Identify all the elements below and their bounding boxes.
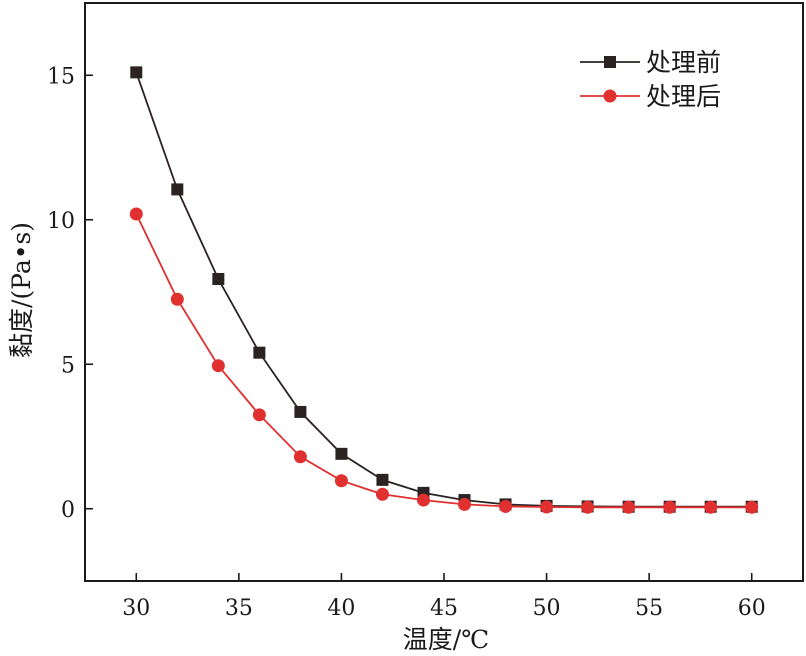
legend-marker — [603, 89, 617, 103]
data-point — [540, 500, 554, 514]
data-point — [129, 207, 143, 221]
data-point — [335, 447, 348, 460]
series-line — [135, 213, 752, 509]
data-point — [171, 183, 184, 196]
data-point — [663, 500, 677, 514]
x-tick-label: 50 — [533, 596, 561, 621]
data-point — [376, 473, 389, 486]
x-tick-label: 55 — [635, 596, 663, 621]
series-line — [135, 72, 752, 508]
data-point — [704, 500, 718, 514]
data-point — [293, 450, 307, 464]
data-point — [294, 405, 307, 418]
legend-label: 处理后 — [646, 82, 721, 111]
data-point — [499, 499, 513, 513]
x-tick-label: 60 — [738, 596, 766, 621]
legend-entry: 处理前 — [580, 48, 721, 77]
data-point — [252, 408, 266, 422]
data-point — [334, 474, 348, 488]
data-point — [416, 493, 430, 507]
data-point — [581, 500, 595, 514]
data-point — [212, 272, 225, 285]
x-axis-title: 温度/℃ — [403, 625, 489, 654]
data-point — [170, 292, 184, 306]
x-tick-label: 45 — [430, 596, 458, 621]
x-tick-label: 35 — [225, 596, 253, 621]
y-tick-label: 10 — [47, 209, 75, 234]
x-tick-label: 30 — [122, 596, 150, 621]
legend-label: 处理前 — [646, 48, 721, 77]
series-layer — [129, 66, 759, 514]
data-point — [375, 487, 389, 501]
legend-marker — [604, 56, 616, 68]
legend-entry: 处理后 — [580, 82, 721, 111]
x-tick-label: 40 — [327, 596, 355, 621]
y-tick-label: 5 — [61, 353, 75, 378]
data-point — [622, 500, 636, 514]
data-point — [745, 500, 759, 514]
y-tick-label: 15 — [47, 64, 75, 89]
y-axis-title: 黏度/(Pa•s) — [7, 222, 36, 358]
axes: 30 35 40 45 50 55 60 0 5 10 15 — [47, 2, 804, 621]
series-1 — [130, 66, 758, 513]
data-point — [130, 66, 143, 79]
data-point — [211, 359, 225, 373]
data-point — [458, 497, 472, 511]
data-point — [253, 346, 266, 359]
series-2 — [129, 207, 759, 514]
y-tick-label: 0 — [61, 498, 75, 523]
